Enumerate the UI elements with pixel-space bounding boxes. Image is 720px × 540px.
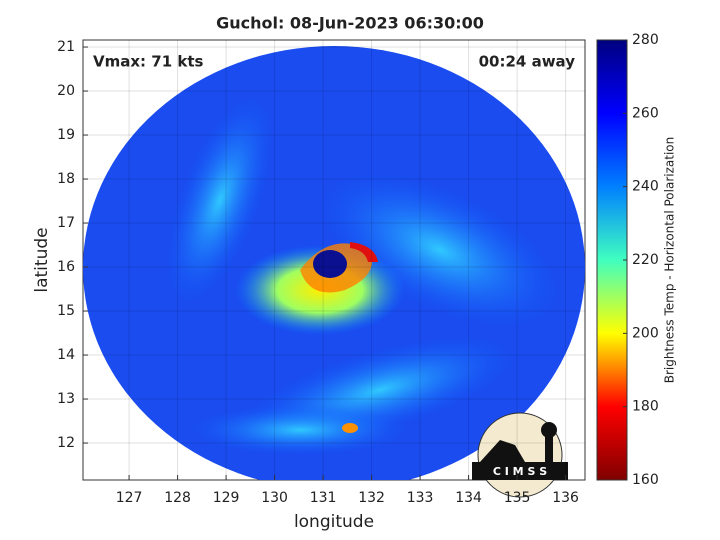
colorbar-tick-label: 160	[632, 472, 659, 488]
colorbar-tick-label: 240	[632, 179, 659, 195]
annotation: 00:24 away	[479, 53, 576, 71]
colorbar-tick-label: 260	[632, 105, 659, 121]
x-tick-label: 130	[261, 490, 288, 506]
swath	[83, 46, 585, 480]
annotation: Vmax: 71 kts	[93, 53, 203, 71]
y-tick-label: 14	[57, 347, 75, 363]
x-tick-label: 128	[164, 490, 191, 506]
y-tick-label: 16	[57, 259, 75, 275]
colorbar-label: Brightness Temp - Horizontal Polarizatio…	[663, 137, 677, 384]
x-tick-label: 134	[455, 490, 482, 506]
y-tick-label: 12	[57, 435, 75, 451]
x-axis-label: longitude	[294, 512, 374, 532]
logo-text: C I M S S	[493, 465, 547, 478]
colorbar	[596, 39, 628, 481]
chart-title: Guchol: 08-Jun-2023 06:30:00	[216, 14, 484, 33]
y-tick-label: 19	[57, 127, 75, 143]
x-tick-label: 131	[310, 490, 337, 506]
y-tick-label: 18	[57, 171, 75, 187]
y-tick-label: 20	[57, 83, 75, 99]
y-axis-label: latitude	[32, 227, 52, 292]
y-tick-label: 21	[57, 39, 75, 55]
x-tick-label: 127	[116, 490, 143, 506]
logo: C I M S S	[472, 412, 568, 498]
x-tick-label: 135	[504, 490, 531, 506]
y-tick-label: 17	[57, 215, 75, 231]
x-tick-label: 129	[213, 490, 240, 506]
colorbar-tick-label: 200	[632, 325, 659, 341]
y-tick-label: 13	[57, 391, 75, 407]
colorbar-tick-label: 280	[632, 32, 659, 48]
y-tick-label: 15	[57, 303, 75, 319]
x-tick-label: 133	[407, 490, 434, 506]
x-tick-label: 136	[552, 490, 579, 506]
x-tick-label: 132	[358, 490, 385, 506]
colorbar-tick-label: 180	[632, 399, 659, 415]
colorbar-tick-label: 220	[632, 252, 659, 268]
